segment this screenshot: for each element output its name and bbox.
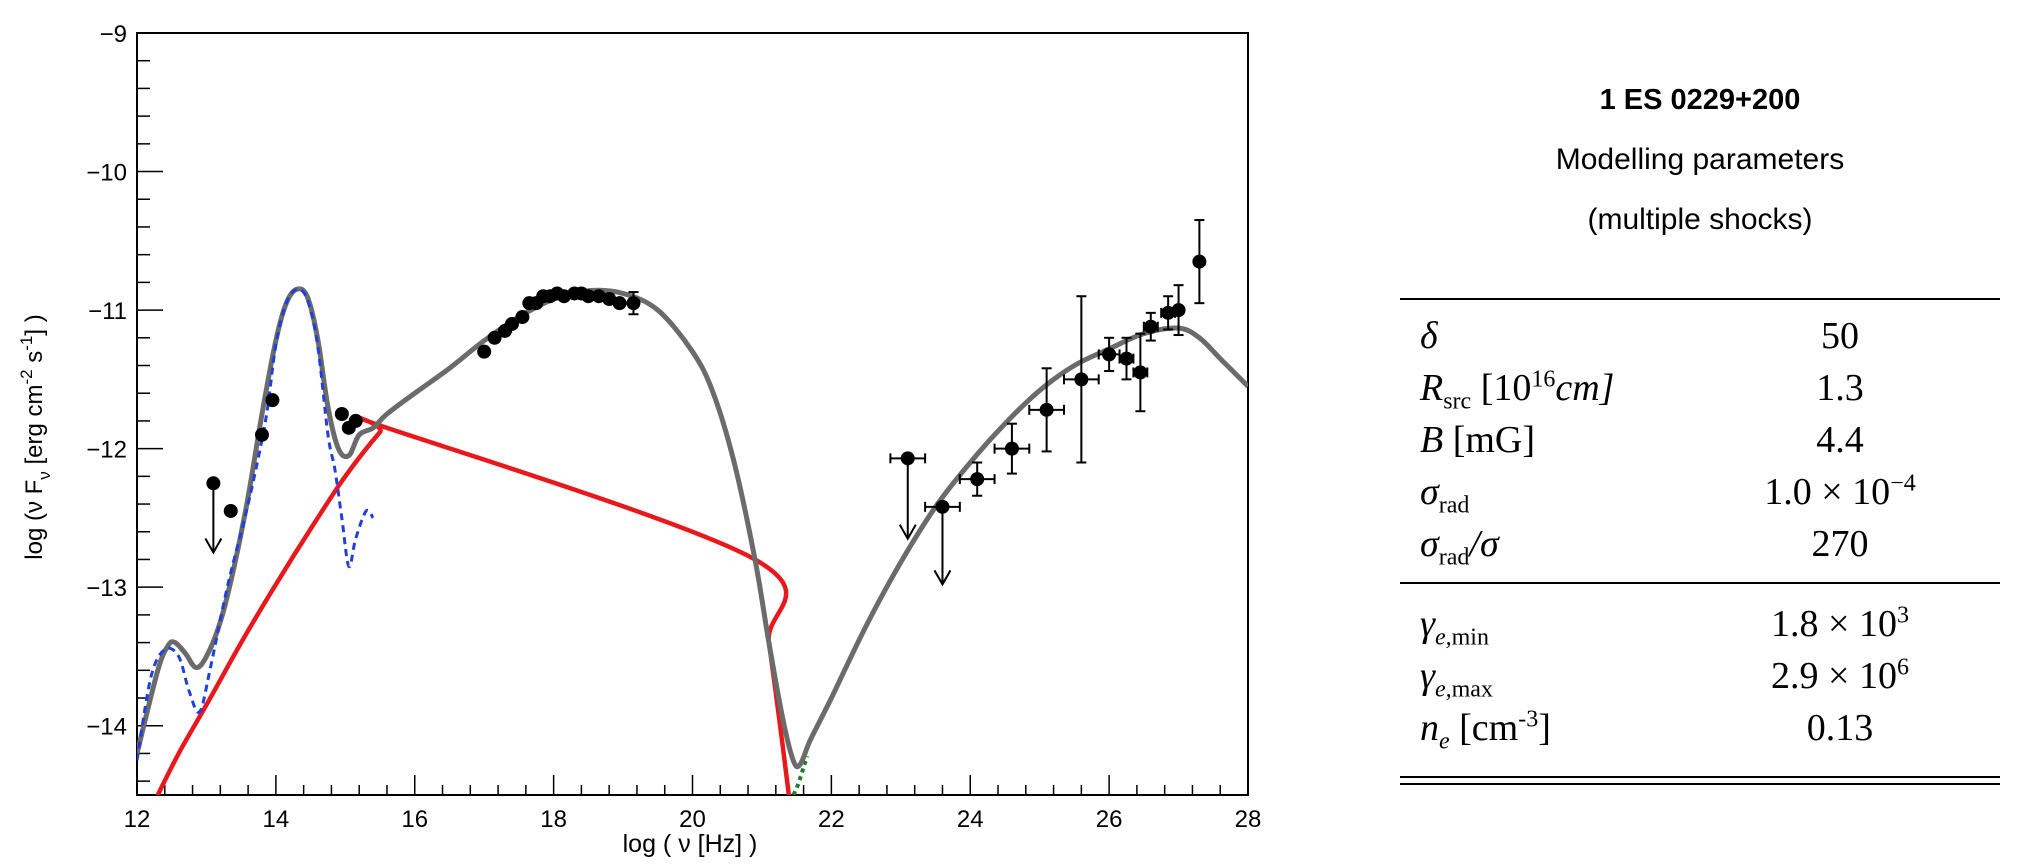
- data-point: [254, 427, 269, 442]
- y-tick-label: −13: [86, 575, 127, 602]
- parameter-table-electrons: γe,min 1.8 × 103 γe,max 2.9 × 106 ne [cm…: [1400, 598, 2000, 754]
- data-point: [334, 407, 349, 421]
- y-tick-label: −9: [100, 21, 127, 48]
- data-point: [515, 310, 530, 325]
- data-point: [223, 503, 238, 518]
- param-row-sigma-rad: σrad 1.0 × 10−4: [1420, 470, 1916, 519]
- data-point: [504, 316, 519, 331]
- upper-limit-arrow-head: [933, 569, 952, 587]
- data-point: [1192, 254, 1207, 269]
- source-name-title: 1 ES 0229+200: [1599, 84, 1801, 116]
- y-tick-label: −12: [86, 437, 127, 464]
- param-row-gamma-max: γe,max 2.9 × 106: [1420, 654, 1909, 703]
- y-axis-label: log (ν Fν [erg cm-2 s-1] ): [17, 314, 54, 559]
- x-tick-label: 16: [401, 806, 428, 833]
- data-point: [626, 296, 641, 311]
- y-tick-label: −14: [86, 714, 127, 741]
- data-point: [477, 344, 492, 359]
- y-tick-label: −11: [88, 298, 127, 325]
- table-bottom-rule-1: [1400, 776, 2000, 778]
- sed-chart: 12 14 16 18 20 22 24 26 28 −14 −13 −12 −11 −10 −9 log …: [17, 21, 1262, 858]
- param-row-radius: Rsrc [1016cm] 1.3: [1420, 366, 1864, 415]
- modelling-parameters-panel: 1 ES 0229+200 Modelling parameters (mult…: [1400, 70, 2000, 785]
- x-tick-label: 12: [124, 806, 151, 833]
- x-tick-label: 26: [1096, 806, 1123, 833]
- param-row-magnetic-field: B [mG] 4.4: [1420, 419, 1864, 461]
- data-point: [1119, 351, 1134, 366]
- x-tick-label: 18: [540, 806, 567, 833]
- data-point: [1102, 347, 1117, 362]
- x-tick-label: 20: [679, 806, 706, 833]
- data-point: [1074, 372, 1089, 387]
- data-point: [487, 330, 502, 345]
- x-tick-label: 14: [263, 806, 290, 833]
- table-top-rule: [1400, 298, 2000, 300]
- upper-limit-arrow-head: [898, 524, 917, 541]
- upper-limit-arrow-head: [204, 538, 223, 555]
- data-point: [970, 472, 985, 487]
- param-row-sigma-ratio: σrad/σ 270: [1420, 523, 1869, 571]
- shock-scenario-subtitle: (multiple shocks): [1587, 203, 1813, 236]
- x-tick-label: 22: [818, 806, 845, 833]
- param-row-doppler: δ 50: [1420, 315, 1859, 357]
- data-point: [612, 296, 627, 311]
- data-point: [348, 413, 363, 428]
- table-bottom-rule-2: [1400, 783, 2000, 785]
- data-point: [1171, 303, 1186, 318]
- param-row-gamma-min: γe,min 1.8 × 103: [1420, 602, 1909, 651]
- table-middle-rule: [1400, 582, 2000, 584]
- data-point: [1143, 319, 1158, 334]
- data-point: [1004, 441, 1019, 456]
- data-point: [1039, 402, 1054, 417]
- param-row-electron-density: ne [cm-3] 0.13: [1420, 706, 1874, 755]
- series-ssc-onset-curve: [791, 755, 810, 795]
- data-point: [265, 393, 280, 408]
- data-point: [935, 499, 950, 514]
- x-tick-label: 28: [1235, 806, 1262, 833]
- series-thermal-components-curve: [137, 287, 375, 761]
- data-point: [900, 451, 915, 466]
- parameters-subtitle: Modelling parameters: [1555, 143, 1845, 176]
- y-tick-label: −10: [86, 160, 127, 187]
- data-point: [581, 289, 596, 304]
- data-point: [206, 476, 221, 491]
- x-axis-label: log ( ν [Hz] ): [623, 830, 758, 858]
- parameter-table-main: δ 50 Rsrc [1016cm] 1.3 B [mG] 4.4 σrad 1…: [1400, 310, 2000, 571]
- data-point: [1133, 365, 1148, 380]
- x-tick-label: 24: [957, 806, 984, 833]
